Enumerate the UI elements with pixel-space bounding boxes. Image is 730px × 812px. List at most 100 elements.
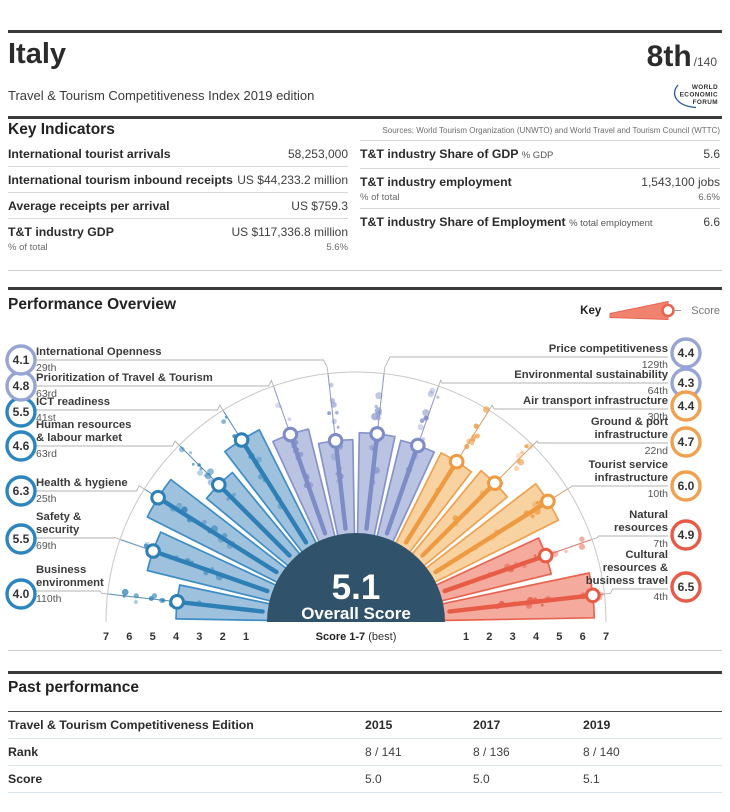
axis-tick: 2 — [486, 631, 492, 643]
svg-text:ECONOMIC: ECONOMIC — [680, 92, 718, 99]
indicator-value: US $117,336.8 million — [231, 225, 348, 239]
distribution-dot — [121, 588, 129, 596]
pillar-ground-port-infrastructure: Ground & port infrastructure 22nd 4.7 — [408, 416, 702, 570]
pillar-score-value: 4.0 — [13, 587, 30, 601]
pillar-label: Air transport infrastructure — [523, 395, 668, 407]
score-marker — [487, 475, 503, 492]
distribution-dot — [122, 594, 126, 598]
pillar-score-value: 4.4 — [678, 346, 695, 360]
overall-rank: 8th/140 — [647, 40, 717, 74]
distribution-dot — [133, 593, 139, 599]
pillar-rank: 69th — [36, 540, 57, 552]
indicator-label: Average receipts per arrival — [8, 199, 170, 213]
pillar-label: Environmental sustainability — [514, 369, 669, 381]
distribution-dot — [422, 409, 430, 417]
report-subtitle: Travel & Tourism Competitiveness Index 2… — [8, 88, 315, 103]
indicator-label-suffix: % GDP — [521, 150, 554, 161]
page-title: Italy — [8, 38, 67, 70]
column-header: 2019 — [583, 718, 611, 732]
key-score-label: Score — [691, 305, 720, 317]
distribution-dot — [335, 410, 339, 415]
distribution-dot — [178, 446, 185, 453]
table-row: Score 5.0 5.0 5.1 — [8, 766, 722, 793]
axis-tick: 3 — [510, 631, 516, 643]
distribution-line — [327, 374, 337, 441]
pillar-score-value: 4.9 — [678, 528, 695, 542]
table-row: International tourist arrivals 58,253,00… — [8, 141, 348, 167]
pillar-rank: 63rd — [36, 448, 57, 460]
distribution-dot — [221, 419, 227, 424]
pillar-rank: 29th — [36, 362, 57, 374]
distribution-dot — [533, 554, 537, 558]
pillar-score-badge — [670, 390, 702, 422]
score-marker — [585, 587, 601, 604]
pillar-air-transport-infrastructure: Air transport infrastructure 30th 4.4 — [392, 390, 702, 557]
pillar-rank: 110th — [36, 593, 62, 605]
indicator-label: T&T industry GDP — [8, 225, 114, 239]
indicator-label: International tourist arrivals — [8, 147, 171, 161]
axis-tick: 6 — [580, 631, 586, 643]
distribution-line — [273, 386, 291, 435]
score-marker — [233, 432, 250, 448]
distribution-dot — [520, 450, 524, 455]
pillar-score-value: 4.6 — [13, 439, 30, 453]
past-performance-table: Travel & Tourism Competitiveness Edition… — [8, 711, 722, 793]
indicator-value: 58,253,000 — [287, 147, 348, 161]
pillar-health-hygiene: Health & hygiene 25th 6.3 — [5, 475, 291, 586]
distribution-line — [494, 445, 533, 484]
score-scale-arc — [105, 371, 607, 623]
score-marker — [169, 594, 185, 610]
pillar-label: Business environment — [36, 564, 104, 589]
table-header-row: Travel & Tourism Competitiveness Edition… — [8, 711, 722, 739]
rank-value: 8th — [646, 40, 692, 73]
axis-tick: 5 — [150, 631, 156, 643]
score-whisker — [420, 481, 497, 558]
distribution-dot — [536, 501, 540, 505]
axis-tick: 5 — [556, 631, 562, 643]
pillar-score-badge — [670, 426, 702, 458]
distribution-dot — [374, 404, 378, 409]
indicator-sub-label: % of total — [360, 192, 400, 203]
score-whisker — [151, 549, 270, 594]
distribution-dot — [427, 390, 434, 397]
distribution-dot — [578, 543, 586, 550]
indicator-label: T&T industry Share of Employment — [360, 215, 566, 229]
score-whisker — [403, 460, 459, 545]
distribution-dot — [564, 549, 568, 554]
axis-tick: 1 — [463, 631, 469, 643]
indicator-sub-value: 6.6% — [698, 192, 720, 203]
key-indicators-title: Key Indicators — [8, 121, 115, 138]
axis-tick: 7 — [603, 631, 609, 643]
column-header: Travel & Tourism Competitiveness Edition — [8, 718, 254, 732]
distribution-dot — [419, 418, 425, 424]
score-whisker — [333, 439, 348, 531]
score-marker — [448, 453, 465, 470]
table-row: T&T industry GDP % of total US $117,336.… — [8, 219, 348, 258]
distribution-dot — [287, 417, 292, 422]
distribution-dot — [161, 598, 166, 603]
distribution-dot — [466, 438, 472, 445]
overall-score-hub — [267, 533, 445, 622]
pillar-score-value: 6.5 — [678, 580, 695, 594]
axis-caption: Score 1-7 (best) — [316, 631, 397, 643]
past-performance-title: Past performance — [8, 679, 139, 696]
pillar-score-value: 6.0 — [678, 479, 695, 493]
table-row: International tourism inbound receipts U… — [8, 167, 348, 193]
score-whisker — [175, 599, 265, 614]
cell: 8 / 141 — [365, 745, 402, 759]
distribution-dot — [336, 425, 340, 429]
distribution-dot — [197, 463, 201, 467]
pillar-rank: 25th — [36, 493, 57, 505]
score-marker — [369, 426, 386, 442]
pillar-rank: 7th — [653, 538, 668, 550]
column-header: 2017 — [473, 718, 501, 732]
distribution-dot — [471, 436, 476, 442]
distribution-dot — [530, 514, 535, 519]
divider-past-performance — [8, 671, 722, 674]
pillar-safety-security: Safety & security 69th 5.5 — [5, 511, 281, 603]
distribution-dot — [327, 411, 331, 416]
distribution-dot — [226, 497, 230, 501]
pillar-score-badge — [5, 578, 37, 610]
table-row: T&T industry employment % of total 1,543… — [360, 169, 720, 209]
indicator-value: 6.6 — [703, 215, 720, 229]
